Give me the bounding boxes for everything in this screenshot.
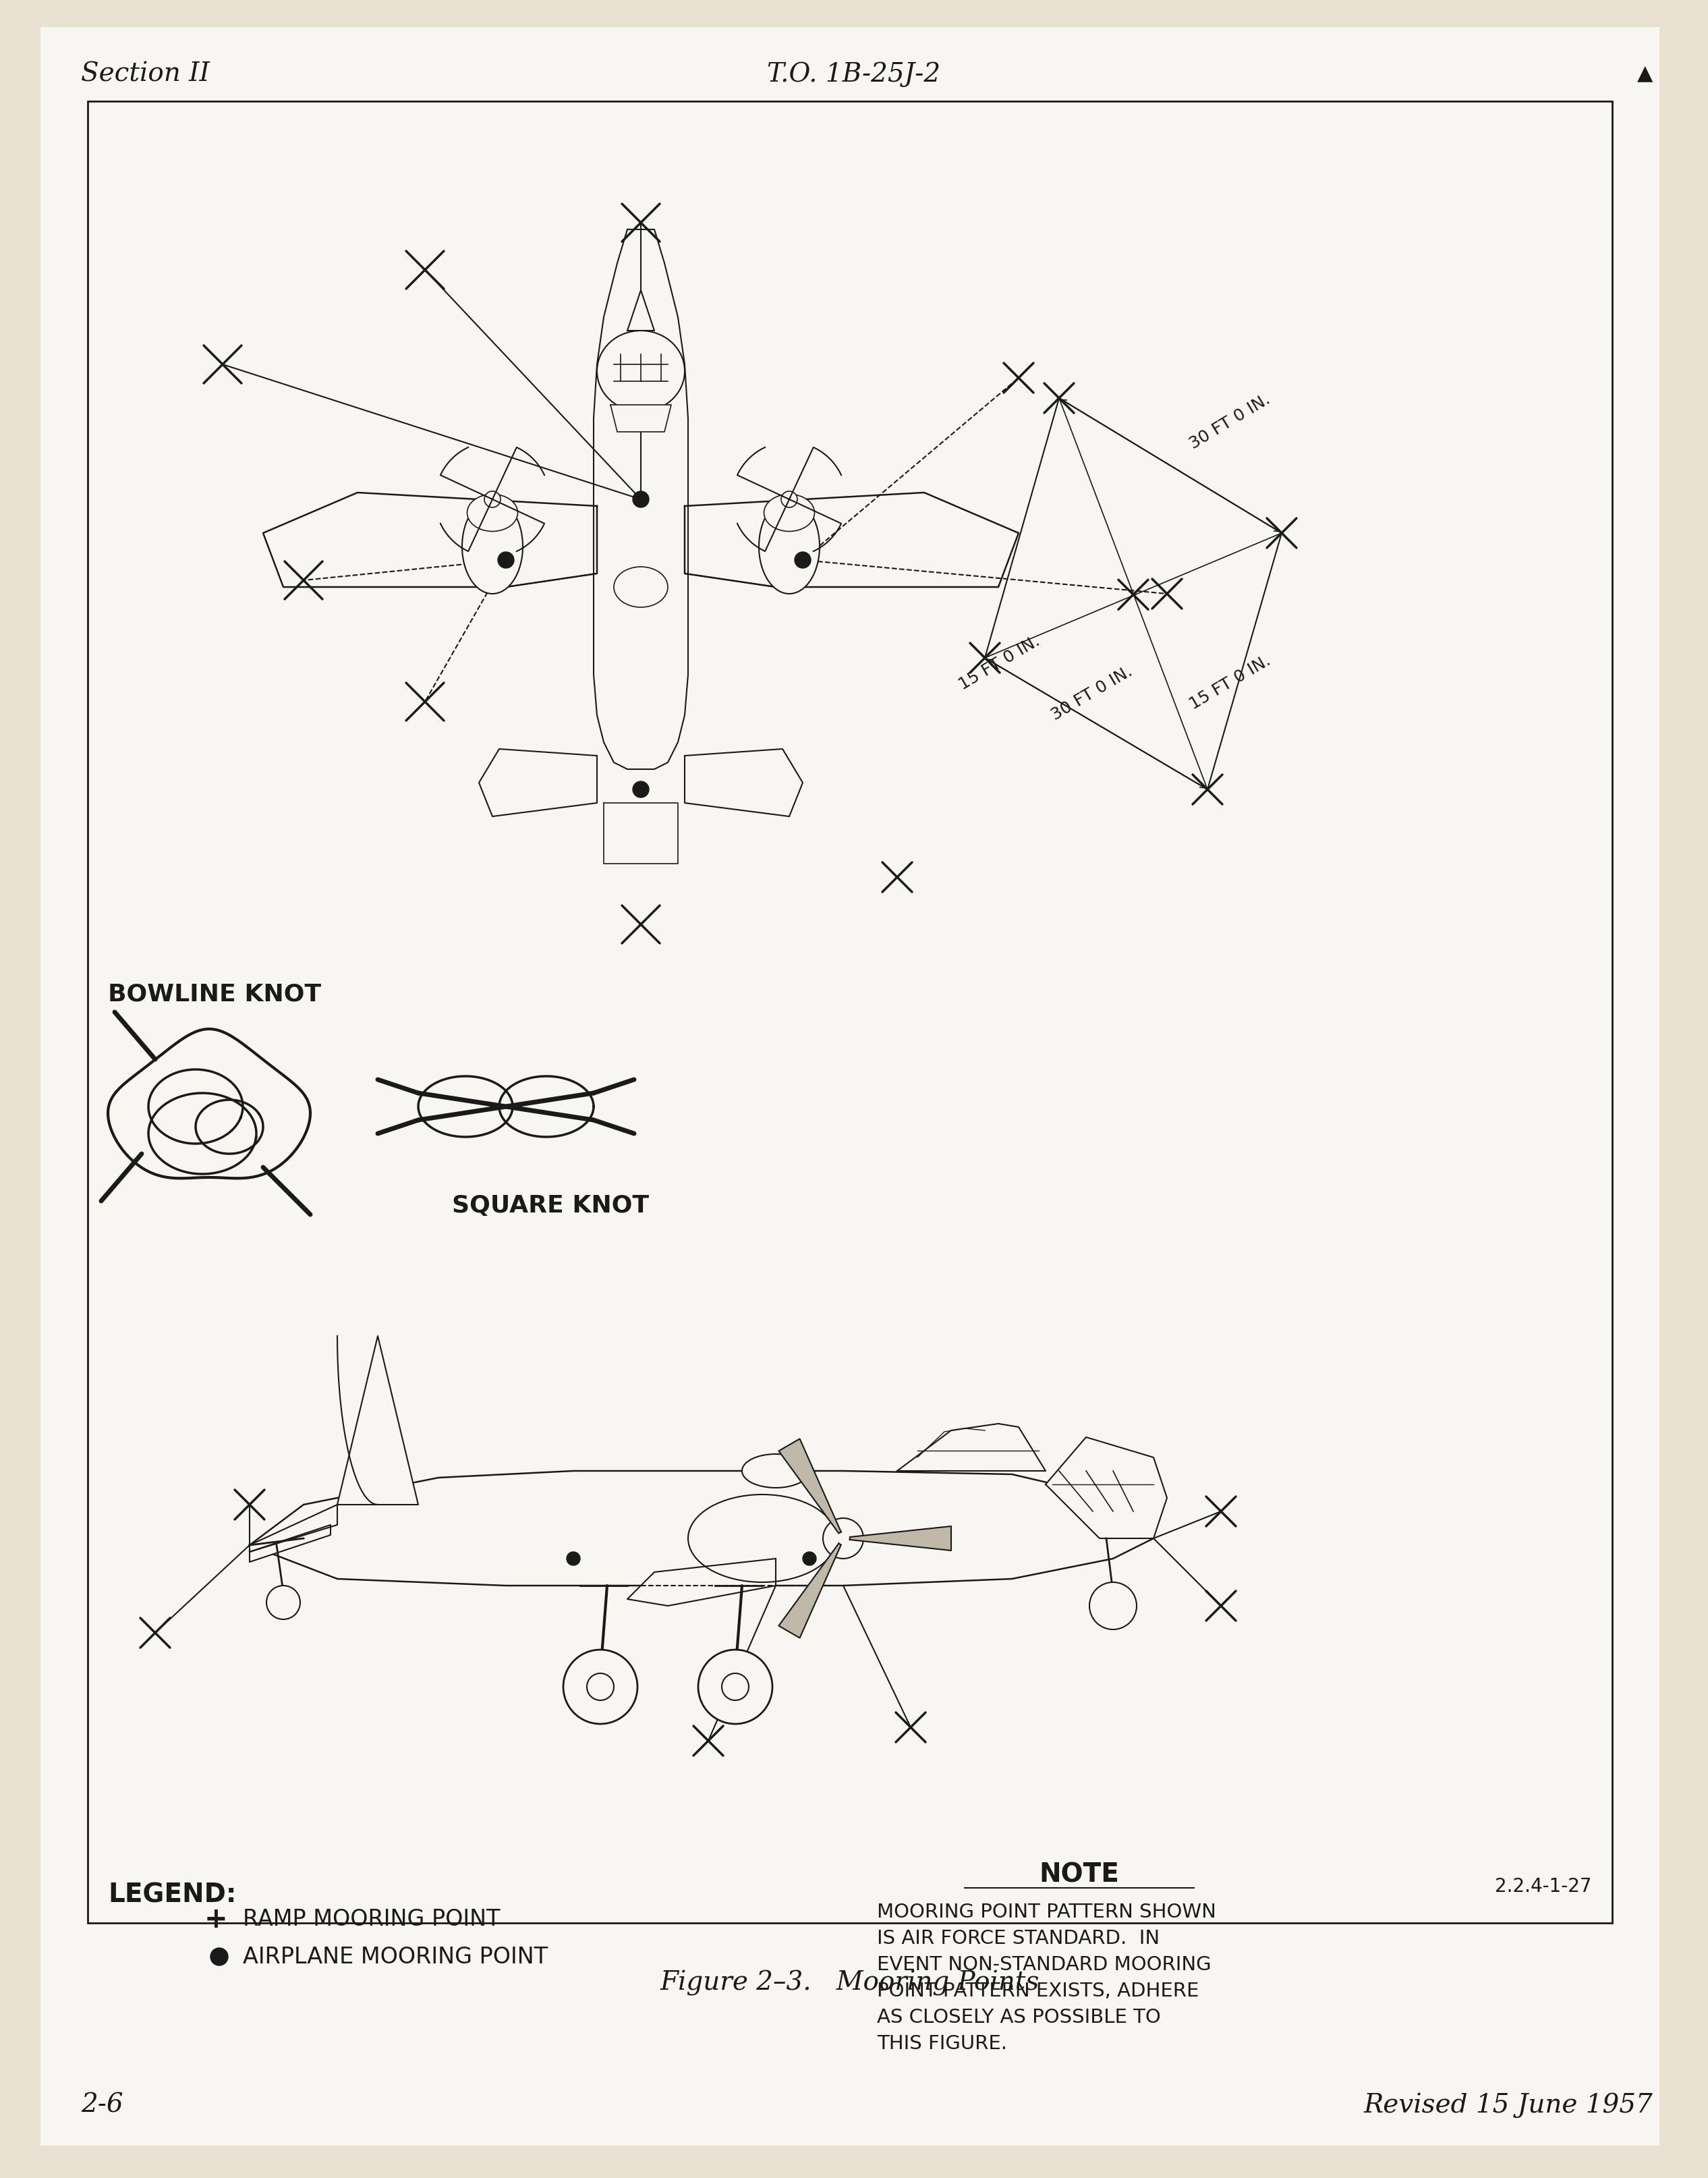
Text: Section II: Section II: [80, 61, 210, 87]
Text: 30 FT 0 IN.: 30 FT 0 IN.: [1049, 662, 1136, 723]
Circle shape: [588, 1673, 613, 1701]
Ellipse shape: [758, 499, 820, 595]
Circle shape: [722, 1673, 748, 1701]
Text: 15 FT 0 IN.: 15 FT 0 IN.: [1187, 651, 1272, 712]
Polygon shape: [249, 1470, 1153, 1586]
Polygon shape: [594, 229, 688, 769]
Polygon shape: [851, 1527, 951, 1551]
Text: T.O. 1B-25J-2: T.O. 1B-25J-2: [767, 61, 941, 87]
Polygon shape: [249, 1505, 336, 1553]
Polygon shape: [779, 1440, 840, 1533]
Polygon shape: [779, 1544, 840, 1638]
Circle shape: [803, 1553, 816, 1566]
Polygon shape: [627, 1559, 775, 1605]
Polygon shape: [336, 1335, 418, 1505]
Ellipse shape: [688, 1494, 837, 1581]
Ellipse shape: [763, 494, 815, 531]
Text: 15 FT 0 IN.: 15 FT 0 IN.: [956, 634, 1044, 693]
Circle shape: [1090, 1581, 1136, 1629]
Ellipse shape: [613, 566, 668, 608]
Polygon shape: [685, 492, 1018, 588]
Circle shape: [632, 492, 649, 507]
Circle shape: [823, 1518, 864, 1559]
Text: AIRPLANE MOORING POINT: AIRPLANE MOORING POINT: [243, 1945, 548, 1969]
Text: NOTE: NOTE: [1038, 1862, 1119, 1888]
Text: BOWLINE KNOT: BOWLINE KNOT: [108, 982, 321, 1006]
Text: LEGEND:: LEGEND:: [108, 1882, 236, 1908]
Text: +: +: [205, 1906, 227, 1934]
Text: RAMP MOORING POINT: RAMP MOORING POINT: [243, 1908, 500, 1930]
Ellipse shape: [598, 331, 685, 412]
Circle shape: [781, 492, 798, 507]
Polygon shape: [478, 749, 598, 817]
Circle shape: [567, 1553, 581, 1566]
Polygon shape: [610, 405, 671, 431]
Text: ▲: ▲: [1636, 65, 1653, 85]
Circle shape: [632, 782, 649, 797]
Ellipse shape: [466, 494, 518, 531]
Polygon shape: [263, 492, 598, 588]
Ellipse shape: [463, 499, 523, 595]
Text: Revised 15 June 1957: Revised 15 June 1957: [1363, 2093, 1653, 2117]
Text: 30 FT 0 IN.: 30 FT 0 IN.: [1187, 392, 1272, 453]
Text: 2-6: 2-6: [80, 2093, 123, 2117]
Circle shape: [266, 1586, 301, 1618]
Text: 2.2.4-1-27: 2.2.4-1-27: [1494, 1877, 1592, 1897]
Text: SQUARE KNOT: SQUARE KNOT: [453, 1194, 649, 1218]
Text: MOORING POINT PATTERN SHOWN
IS AIR FORCE STANDARD.  IN
EVENT NON-STANDARD MOORIN: MOORING POINT PATTERN SHOWN IS AIR FORCE…: [876, 1904, 1216, 2054]
Polygon shape: [249, 1525, 331, 1562]
Circle shape: [564, 1649, 637, 1725]
Polygon shape: [897, 1424, 1045, 1470]
Ellipse shape: [741, 1455, 810, 1488]
Polygon shape: [685, 749, 803, 817]
Circle shape: [794, 551, 811, 568]
Bar: [87, 100, 1612, 1923]
Polygon shape: [627, 290, 654, 331]
Text: Figure 2–3.   Mooring Points: Figure 2–3. Mooring Points: [661, 1971, 1040, 1995]
Circle shape: [210, 1947, 227, 1965]
Polygon shape: [603, 804, 678, 865]
Circle shape: [699, 1649, 772, 1725]
Circle shape: [485, 492, 500, 507]
Circle shape: [497, 551, 514, 568]
Polygon shape: [1045, 1437, 1167, 1538]
